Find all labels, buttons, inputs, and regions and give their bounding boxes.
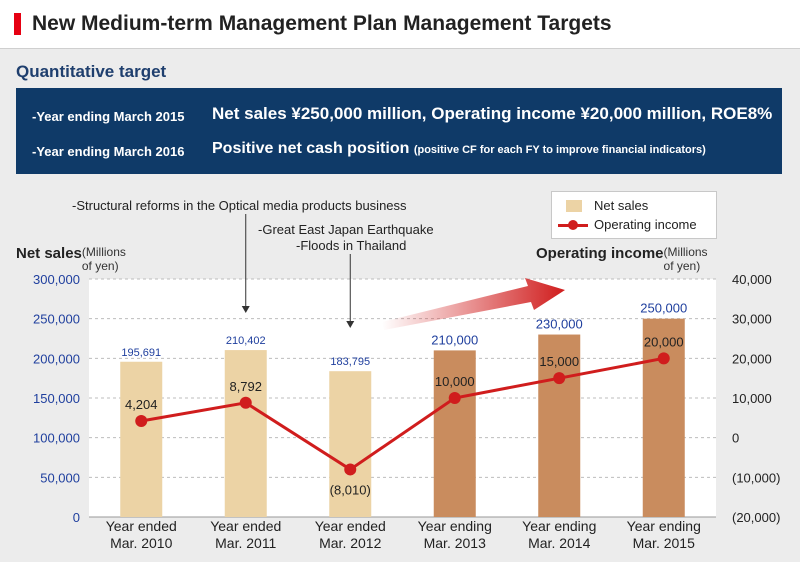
target-note: (positive CF for each FY to improve fina… — [413, 144, 706, 156]
operating-income-point — [135, 414, 148, 427]
y2-tick-label: 10,000 — [732, 391, 772, 406]
y-tick-label: 0 — [73, 510, 80, 525]
annotation-floods: -Floods in Thailand — [296, 238, 407, 253]
bar-net-sales — [329, 371, 372, 517]
bar-value-label: 250,000 — [640, 301, 687, 316]
y-tick-label: 100,000 — [33, 431, 80, 446]
target-label: -Year ending March 2015 — [32, 109, 185, 124]
x-tick-label: Year ending — [627, 518, 701, 534]
bar-net-sales — [224, 350, 267, 517]
left-axis-label: Net sales — [16, 245, 82, 262]
trend-arrow — [382, 278, 565, 330]
x-tick-label: Year ending — [418, 518, 492, 534]
x-tick-label: Year ended — [315, 518, 386, 534]
right-axis-unit: (Millions of yen) — [663, 245, 708, 273]
y2-tick-label: 40,000 — [732, 272, 772, 287]
annotation-earthquake: -Great East Japan Earthquake — [258, 222, 434, 237]
target-main-text: Positive net cash position — [212, 140, 410, 157]
left-axis-unit: (Millions of yen) — [81, 245, 126, 273]
bar-net-sales — [433, 350, 476, 517]
x-tick-label: Mar. 2013 — [424, 535, 486, 551]
x-tick-label: Mar. 2011 — [215, 535, 276, 551]
legend-bar-swatch — [566, 200, 582, 212]
annotation-optical: -Structural reforms in the Optical media… — [72, 198, 407, 213]
point-value-label: 20,000 — [644, 334, 684, 349]
bar-value-label: 210,000 — [431, 332, 478, 347]
title-accent-mark — [14, 13, 21, 35]
target-text: Positive net cash position (positive CF … — [212, 140, 706, 158]
y2-tick-label: (20,000) — [732, 510, 780, 525]
bar-value-label: 195,691 — [121, 347, 161, 359]
bar-value-label: 230,000 — [536, 317, 583, 332]
x-tick-label: Mar. 2012 — [319, 535, 381, 551]
y2-tick-label: 0 — [732, 431, 739, 446]
bar-net-sales — [538, 334, 581, 517]
y-tick-label: 200,000 — [33, 351, 80, 366]
section-subtitle: Quantitative target — [16, 62, 167, 81]
operating-income-point — [344, 463, 357, 476]
point-value-label: 4,204 — [125, 397, 158, 412]
y-tick-label: 150,000 — [33, 391, 80, 406]
operating-income-point — [448, 392, 461, 404]
right-axis-title: Operating income (Millions of yen) — [536, 245, 708, 273]
x-tick-label: Mar. 2015 — [633, 535, 695, 551]
operating-income-point — [657, 352, 670, 365]
plot-area — [89, 279, 716, 517]
legend-dot-swatch — [568, 220, 578, 230]
x-tick-label: Mar. 2014 — [528, 535, 590, 551]
x-tick-label: Mar. 2010 — [110, 535, 172, 551]
legend-label: Operating income — [594, 217, 697, 232]
y2-tick-label: 30,000 — [732, 312, 772, 327]
x-tick-label: Year ending — [522, 518, 596, 534]
right-axis-label: Operating income — [536, 245, 664, 262]
y2-tick-label: 20,000 — [732, 351, 772, 366]
trend-arrow-shape — [382, 278, 565, 330]
target-label: -Year ending March 2016 — [32, 144, 185, 159]
targets-panel: -Year ending March 2015 Net sales ¥250,0… — [16, 88, 782, 174]
operating-income-point — [239, 396, 252, 409]
legend-item-operating-income: Operating income — [552, 215, 716, 235]
operating-income-point — [553, 372, 566, 385]
point-value-label: (8,010) — [330, 482, 371, 497]
bar-net-sales — [642, 318, 685, 517]
legend-label: Net sales — [594, 198, 649, 213]
page-title: New Medium-term Management Plan Manageme… — [32, 12, 612, 35]
left-axis-title: Net sales (Millions of yen) — [16, 245, 126, 273]
y2-tick-label: (10,000) — [732, 470, 780, 485]
point-value-label: 10,000 — [435, 374, 475, 389]
y-tick-label: 250,000 — [33, 312, 80, 327]
target-text: Net sales ¥250,000 million, Operating in… — [212, 104, 773, 123]
bar-value-label: 183,795 — [330, 356, 370, 368]
point-value-label: 8,792 — [229, 379, 262, 394]
y-tick-label: 300,000 — [33, 272, 80, 287]
annotation-pointer-head — [346, 321, 355, 328]
legend-item-net-sales: Net sales — [552, 196, 716, 216]
x-tick-label: Year ended — [106, 518, 177, 534]
point-value-label: 15,000 — [539, 354, 579, 369]
annotation-pointer-head — [241, 306, 250, 313]
operating-income-line — [140, 356, 665, 472]
bar-value-label: 210,402 — [226, 335, 266, 347]
x-tick-label: Year ended — [210, 518, 281, 534]
y-tick-label: 50,000 — [40, 470, 80, 485]
bar-net-sales — [120, 361, 163, 517]
header: New Medium-term Management Plan Manageme… — [0, 0, 800, 49]
chart-legend: Net sales Operating income — [551, 191, 717, 239]
